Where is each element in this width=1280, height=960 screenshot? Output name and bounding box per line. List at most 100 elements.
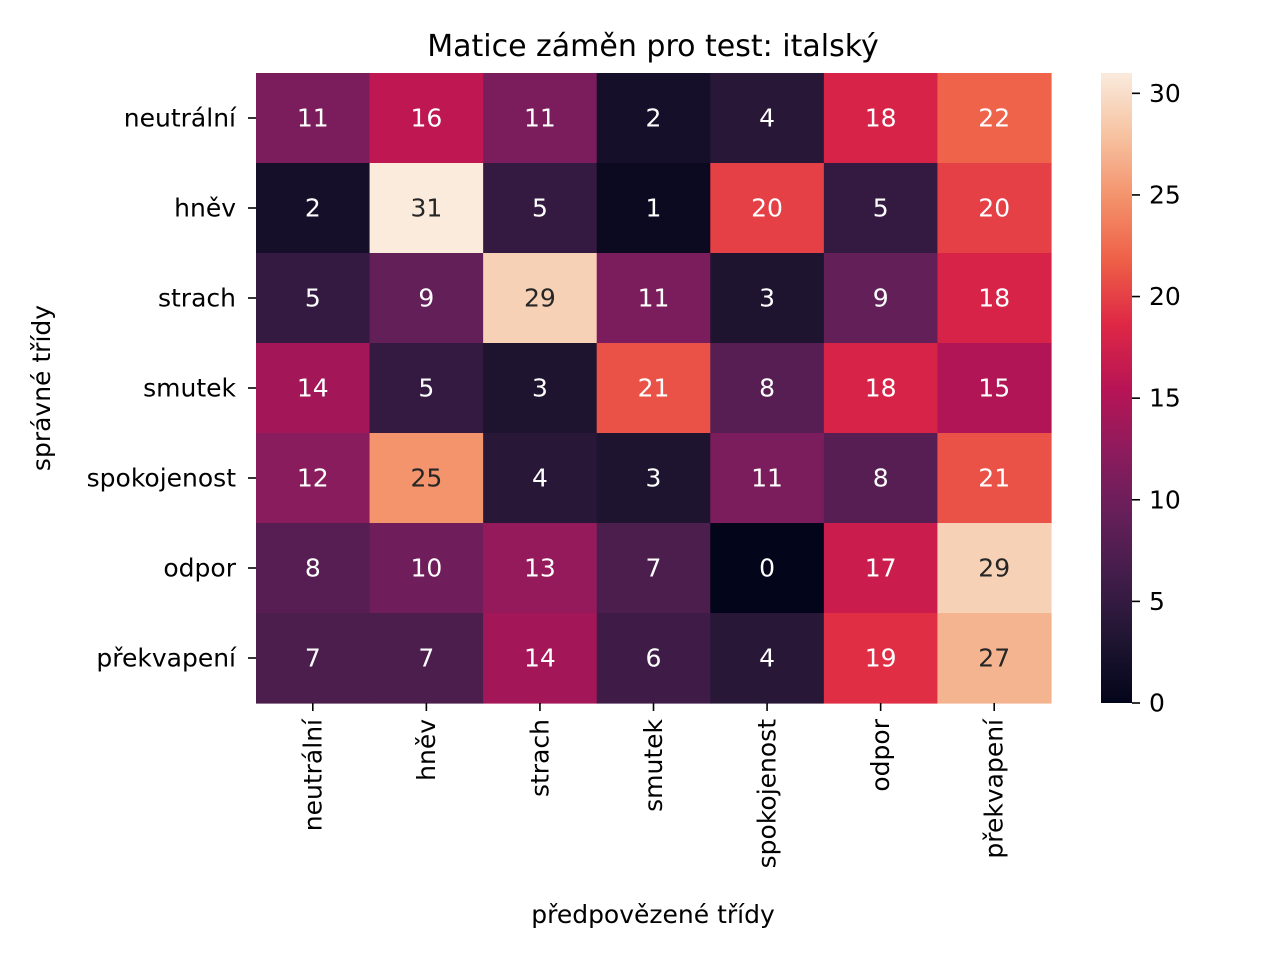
heatmap-cell (710, 73, 825, 164)
cell-value-label: 10 (410, 554, 442, 583)
heatmap-cell (483, 343, 598, 434)
heatmap-cell (483, 613, 598, 704)
cell-value-label: 5 (873, 194, 889, 223)
cell-value-label: 21 (638, 374, 670, 403)
x-tick-label: odpor (866, 718, 895, 791)
cell-value-label: 18 (865, 104, 897, 133)
heatmap-cell (256, 433, 371, 524)
heatmap-cell (483, 433, 598, 524)
heatmap-cell (483, 253, 598, 344)
cell-value-label: 0 (759, 554, 775, 583)
cell-value-label: 16 (410, 104, 442, 133)
heatmap-cell (937, 163, 1052, 254)
x-axis: neutrální hněv strach smutek spokojenost odpo… (298, 703, 1009, 869)
heatmap-cell (369, 613, 484, 704)
heatmap-cell (823, 523, 939, 614)
heatmap-cell (823, 343, 939, 434)
colorbar-tick-label: 15 (1149, 384, 1181, 413)
heatmap-cell (596, 523, 711, 614)
heatmap-cell (710, 163, 825, 254)
x-tick-label: hněv (412, 719, 441, 781)
x-axis-label: předpovězené třídy (531, 900, 775, 929)
cell-value-label: 11 (524, 104, 556, 133)
y-tick-label: překvapení (96, 644, 237, 673)
y-tick-label: odpor (163, 554, 236, 583)
heatmap-cell (256, 613, 371, 704)
heatmap-cell (710, 613, 825, 704)
heatmap-cell (823, 613, 939, 704)
cell-value-label: 3 (646, 464, 662, 493)
heatmap-cell (256, 523, 371, 614)
heatmap-cell (369, 253, 484, 344)
cell-value-label: 11 (638, 284, 670, 313)
y-tick-label: neutrální (124, 104, 237, 133)
cell-value-label: 20 (978, 194, 1010, 223)
y-axis: neutrální hněv strach smutek spokojenost odpo… (87, 104, 256, 673)
cell-value-label: 19 (865, 644, 897, 673)
heatmap-cell (937, 433, 1052, 524)
heatmap-cell (710, 523, 825, 614)
heatmap-cell (596, 73, 711, 164)
heatmap-cell (369, 523, 484, 614)
cell-value-label: 29 (524, 284, 556, 313)
y-axis-label: správné třídy (27, 305, 56, 471)
x-tick-label: smutek (639, 718, 668, 811)
y-tick-label: smutek (143, 374, 236, 403)
cell-value-label: 21 (978, 464, 1010, 493)
cell-value-label: 9 (418, 284, 434, 313)
cell-value-label: 4 (759, 104, 775, 133)
colorbar-scale (1101, 73, 1132, 703)
cell-value-label: 1 (646, 194, 662, 223)
cell-value-label: 5 (418, 374, 434, 403)
cell-value-label: 7 (418, 644, 434, 673)
x-tick-label: spokojenost (753, 719, 782, 869)
cell-value-label: 12 (297, 464, 329, 493)
heatmap-cell (256, 343, 371, 434)
heatmap-cell (369, 73, 484, 164)
heatmap-cell (823, 73, 939, 164)
x-tick-label: neutrální (298, 718, 327, 831)
heatmap-cell (483, 73, 598, 164)
heatmap-cell (710, 343, 825, 434)
heatmap-cell (596, 253, 711, 344)
cell-value-label: 17 (865, 554, 897, 583)
heatmap-cell (596, 343, 711, 434)
heatmap-cell (369, 433, 484, 524)
heatmap-cell (823, 253, 939, 344)
heatmap-cell (369, 163, 484, 254)
cell-value-label: 2 (305, 194, 321, 223)
colorbar-tick-label: 25 (1149, 180, 1181, 209)
heatmap-cell (937, 523, 1052, 614)
cell-value-label: 13 (524, 554, 556, 583)
cell-value-label: 11 (751, 464, 783, 493)
heatmap-cell (937, 613, 1052, 704)
y-tick-label: strach (158, 284, 236, 313)
heatmap-cell (256, 73, 371, 164)
heatmap-cell (369, 343, 484, 434)
x-tick-label: překvapení (980, 718, 1009, 859)
heatmap-cell (710, 253, 825, 344)
heatmap-cell (596, 613, 711, 704)
heatmap-cell (823, 433, 939, 524)
cell-value-label: 7 (646, 554, 662, 583)
x-tick-label: strach (525, 719, 554, 797)
colorbar-tick-label: 10 (1149, 485, 1181, 514)
cell-value-label: 11 (297, 104, 329, 133)
cell-value-label: 29 (978, 554, 1010, 583)
cell-value-label: 2 (646, 104, 662, 133)
heatmap-cell (483, 163, 598, 254)
cell-value-label: 18 (865, 374, 897, 403)
cell-value-label: 22 (978, 104, 1010, 133)
cell-value-label: 15 (978, 374, 1010, 403)
cell-value-label: 14 (524, 644, 556, 673)
heatmap-cell (256, 163, 371, 254)
cell-value-label: 6 (646, 644, 662, 673)
heatmap-cell (937, 73, 1052, 164)
cell-value-label: 25 (410, 464, 442, 493)
cell-value-label: 9 (873, 284, 889, 313)
cell-value-label: 3 (532, 374, 548, 403)
heatmap-cell (823, 163, 939, 254)
heatmap-cell (937, 343, 1052, 434)
